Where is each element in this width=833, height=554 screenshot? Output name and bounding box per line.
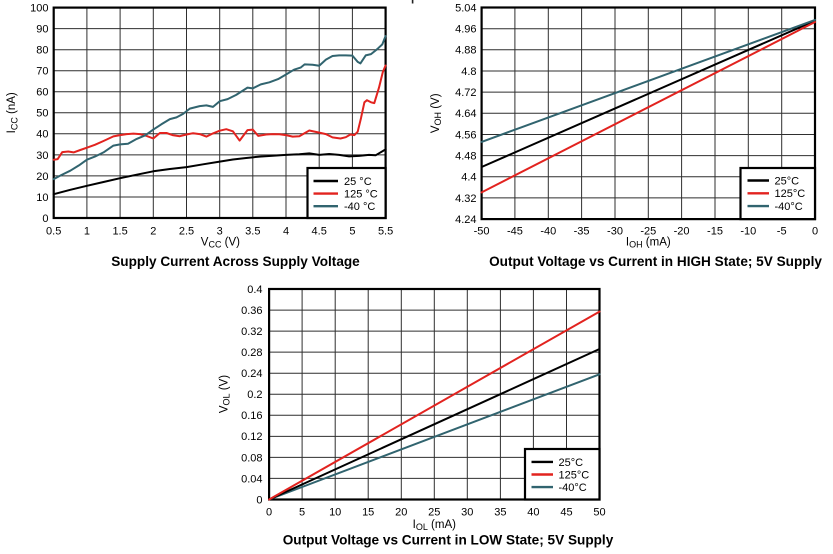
svg-text:-25: -25 <box>640 226 656 238</box>
svg-text:ICC (nA): ICC (nA) <box>6 92 19 133</box>
svg-text:4.64: 4.64 <box>455 108 476 120</box>
svg-text:50: 50 <box>36 108 48 120</box>
svg-text:5.5: 5.5 <box>378 226 393 238</box>
svg-text:IOL (mA): IOL (mA) <box>413 519 456 532</box>
svg-text:0.08: 0.08 <box>241 452 262 464</box>
svg-text:25°C: 25°C <box>559 457 584 469</box>
svg-text:4.4: 4.4 <box>461 172 476 184</box>
svg-text:Output Voltage vs Current in L: Output Voltage vs Current in LOW State; … <box>283 532 614 547</box>
svg-text:0: 0 <box>42 213 48 225</box>
svg-text:125 °C: 125 °C <box>344 189 378 201</box>
svg-text:Supply Current Across Supply V: Supply Current Across Supply Voltage <box>111 254 360 269</box>
svg-text:4.96: 4.96 <box>455 24 476 36</box>
svg-text:-15: -15 <box>707 226 723 238</box>
svg-text:5: 5 <box>299 506 305 518</box>
svg-text:0.28: 0.28 <box>241 347 262 359</box>
svg-text:20: 20 <box>395 506 407 518</box>
svg-text:-35: -35 <box>574 226 590 238</box>
svg-text:-20: -20 <box>674 226 690 238</box>
svg-text:4.56: 4.56 <box>455 129 476 141</box>
svg-text:Output Voltage vs Current in H: Output Voltage vs Current in HIGH State;… <box>489 254 822 269</box>
svg-text:-40: -40 <box>540 226 556 238</box>
svg-text:4.88: 4.88 <box>455 45 476 57</box>
svg-text:VCC (V): VCC (V) <box>201 237 240 250</box>
svg-text:90: 90 <box>36 24 48 36</box>
svg-text:-40°C: -40°C <box>559 482 587 494</box>
svg-text:0.36: 0.36 <box>241 305 262 317</box>
svg-text:10: 10 <box>36 192 48 204</box>
svg-text:0.24: 0.24 <box>241 368 262 380</box>
svg-text:-40 °C: -40 °C <box>344 201 375 213</box>
svg-text:80: 80 <box>36 45 48 57</box>
svg-text:1.5: 1.5 <box>112 226 127 238</box>
svg-text:-30: -30 <box>607 226 623 238</box>
svg-text:0.4: 0.4 <box>247 284 262 296</box>
svg-text:4.48: 4.48 <box>455 151 476 163</box>
svg-text:15: 15 <box>362 506 374 518</box>
svg-text:3.5: 3.5 <box>245 226 260 238</box>
svg-text:5.04: 5.04 <box>455 2 476 14</box>
svg-text:30: 30 <box>461 506 473 518</box>
svg-text:45: 45 <box>560 506 572 518</box>
svg-text:35: 35 <box>494 506 506 518</box>
svg-text:2: 2 <box>150 226 156 238</box>
svg-text:3: 3 <box>217 226 223 238</box>
svg-text:0.5: 0.5 <box>46 226 61 238</box>
svg-text:0: 0 <box>812 226 818 238</box>
svg-text:10: 10 <box>329 506 341 518</box>
svg-text:4: 4 <box>283 226 289 238</box>
svg-text:0.32: 0.32 <box>241 326 262 338</box>
svg-text:0.04: 0.04 <box>241 473 262 485</box>
svg-text:-45: -45 <box>507 226 523 238</box>
svg-text:4.5: 4.5 <box>312 226 327 238</box>
svg-text:25: 25 <box>428 506 440 518</box>
svg-text:0.2: 0.2 <box>247 389 262 401</box>
svg-text:30: 30 <box>36 150 48 162</box>
svg-text:4.32: 4.32 <box>455 193 476 205</box>
svg-text:-50: -50 <box>474 226 490 238</box>
svg-text:50: 50 <box>593 506 605 518</box>
svg-text:1: 1 <box>84 226 90 238</box>
svg-text:2.5: 2.5 <box>179 226 194 238</box>
svg-text:20: 20 <box>36 171 48 183</box>
svg-text:125°C: 125°C <box>775 188 806 200</box>
svg-text:40: 40 <box>527 506 539 518</box>
svg-text:4.24: 4.24 <box>455 214 476 226</box>
svg-text:-10: -10 <box>740 226 756 238</box>
svg-text:4.72: 4.72 <box>455 87 476 99</box>
svg-text:-40°C: -40°C <box>775 201 803 213</box>
svg-text:-5: -5 <box>777 226 787 238</box>
svg-text:IOH (mA): IOH (mA) <box>626 237 671 250</box>
svg-text:4.8: 4.8 <box>461 66 476 78</box>
svg-text:VOH (V): VOH (V) <box>430 93 443 133</box>
svg-text:40: 40 <box>36 129 48 141</box>
svg-text:25°C: 25°C <box>775 175 800 187</box>
svg-text:0: 0 <box>256 494 262 506</box>
svg-text:70: 70 <box>36 66 48 78</box>
svg-text:60: 60 <box>36 87 48 99</box>
svg-text:125°C: 125°C <box>559 469 590 481</box>
svg-text:0.16: 0.16 <box>241 410 262 422</box>
svg-text:VOL (V): VOL (V) <box>218 375 231 413</box>
svg-text:100: 100 <box>30 3 48 15</box>
svg-text:5: 5 <box>349 226 355 238</box>
svg-text:0: 0 <box>266 506 272 518</box>
svg-text:0.12: 0.12 <box>241 431 262 443</box>
svg-text:25 °C: 25 °C <box>344 176 372 188</box>
